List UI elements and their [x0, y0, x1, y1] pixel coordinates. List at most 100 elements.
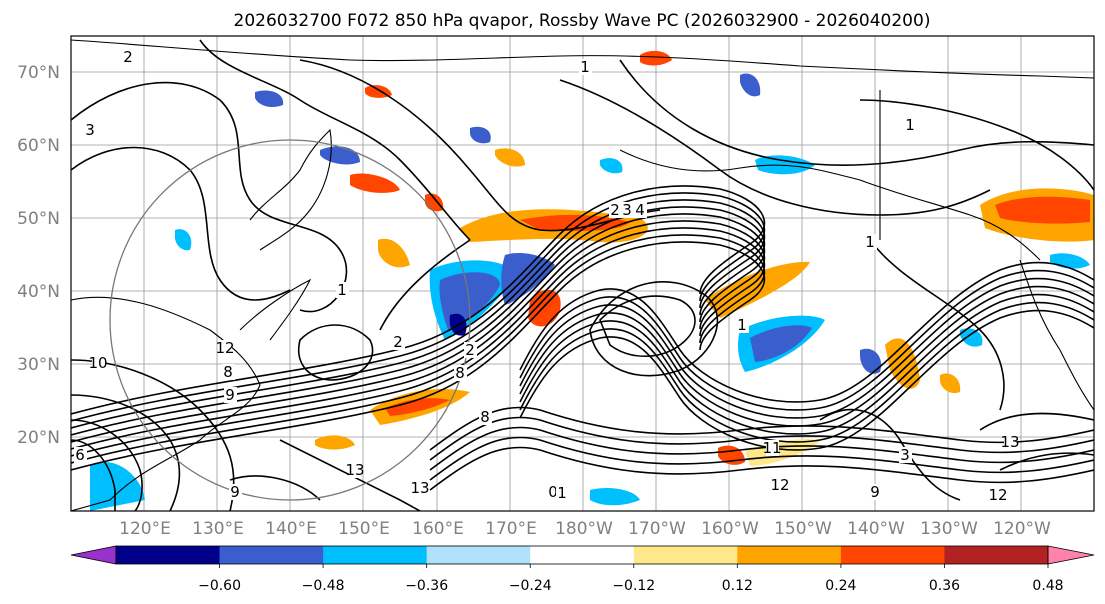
contour-line — [71, 241, 766, 471]
colorbar-tick-labels: −0.60 −0.48 −0.36 −0.24 −0.12 0.12 0.24 0.36 0.4… — [198, 564, 1064, 594]
colorbar-bin — [426, 546, 531, 564]
contour-label: 1 — [557, 484, 567, 502]
positive-anomaly — [640, 50, 672, 66]
coastlines — [71, 39, 1094, 511]
contour-line — [599, 295, 696, 357]
contour-line — [859, 99, 1094, 191]
contour-line — [429, 406, 1094, 451]
positive-anomaly — [885, 338, 920, 389]
contour-label: 12 — [988, 486, 1007, 504]
contour-line — [298, 324, 374, 381]
lon-tick-label: 150°W — [774, 519, 832, 539]
contour-line — [429, 426, 1094, 471]
contour-label: 8 — [455, 364, 465, 382]
contour-label: 3 — [622, 201, 632, 219]
contour-line — [979, 412, 1094, 431]
contour-label: 2 — [465, 341, 475, 359]
positive-anomaly — [350, 173, 400, 193]
contour-line — [71, 419, 143, 511]
contour-line — [71, 146, 291, 301]
positive-anomaly — [995, 196, 1090, 224]
negative-anomaly — [590, 488, 640, 506]
contour-line — [71, 192, 766, 422]
colorbar-extend-high — [1047, 545, 1095, 565]
contour-label: 8 — [480, 408, 490, 426]
contour-line — [379, 239, 471, 331]
contour-label-bg — [736, 317, 749, 333]
contour-label-bg — [229, 484, 242, 500]
contour-label-bg — [336, 282, 349, 298]
contour-label-bg — [224, 387, 237, 403]
contour-label-bg — [579, 59, 592, 75]
colorbar-bin — [737, 546, 842, 564]
positive-anomaly — [315, 435, 355, 450]
contour-line — [519, 293, 1094, 435]
negative-anomaly — [600, 158, 623, 174]
contour-label: 10 — [88, 354, 107, 372]
contour-line — [71, 199, 766, 429]
contour-label: 9 — [225, 386, 235, 404]
contour-label-bg — [904, 117, 917, 133]
contour-label-bg — [464, 342, 477, 358]
contour-label: 2 — [610, 201, 620, 219]
contour-label: 3 — [900, 446, 910, 464]
colorbar-tick-label: 0.48 — [1032, 578, 1063, 594]
lat-tick-label: 20°N — [17, 428, 60, 448]
negative-anomaly — [174, 229, 192, 251]
contour-line — [519, 285, 1094, 427]
positive-anomaly — [705, 261, 810, 318]
contour-label-bg — [634, 202, 647, 218]
contour-label: 9 — [870, 483, 880, 501]
contour-label-bg — [392, 334, 405, 350]
colorbar-tick-label: 0.24 — [825, 578, 856, 594]
contour-line — [71, 227, 766, 457]
lon-tick-label: 130°W — [920, 519, 978, 539]
contour-line — [71, 394, 181, 511]
contour-label-bg — [609, 202, 622, 218]
contour-line — [559, 79, 991, 216]
contour-label-bg — [479, 409, 492, 425]
contour-line — [71, 206, 766, 436]
contour-label: 0 — [548, 483, 558, 501]
contour-line — [279, 439, 421, 511]
contour-label: 1 — [580, 58, 590, 76]
contour-line — [71, 213, 766, 443]
longitude-labels: 120°E 130°E 140°E 150°E 160°E 170°E 180°W 170°W… — [119, 519, 1051, 539]
contour-line — [589, 281, 719, 377]
contour-label-bg — [454, 365, 467, 381]
contour-label: 2 — [393, 333, 403, 351]
negative-anomaly — [750, 325, 812, 362]
contour-label: 6 — [75, 446, 85, 464]
contour-label-bg — [869, 484, 882, 500]
contour-line — [71, 359, 235, 511]
lon-tick-label: 130°E — [192, 519, 244, 539]
map-frame — [70, 35, 1095, 512]
contour-label: 13 — [410, 479, 429, 497]
contour-label: 1 — [337, 281, 347, 299]
negative-anomaly — [740, 73, 761, 97]
positive-anomaly — [495, 148, 525, 167]
contour-label: 2 — [123, 48, 133, 66]
contour-line — [71, 185, 766, 415]
positive-anomaly — [520, 214, 630, 232]
wave-path — [109, 139, 471, 501]
contour-label: 1 — [737, 316, 747, 334]
contour-line — [299, 59, 661, 232]
colorbar-bin — [219, 546, 324, 564]
lat-tick-label: 70°N — [17, 63, 60, 83]
contour-label: 12 — [770, 476, 789, 494]
contour-line — [519, 277, 1094, 419]
contour-label-bg — [92, 355, 105, 371]
contour-label: 11 — [762, 439, 781, 457]
negative-anomaly — [860, 348, 882, 374]
colorbar-tick-label: 0.36 — [929, 578, 960, 594]
lon-tick-label: 120°W — [993, 519, 1051, 539]
contour-label: 4 — [635, 201, 645, 219]
lat-tick-label: 50°N — [17, 209, 60, 229]
lat-tick-label: 60°N — [17, 136, 60, 156]
contour-label: 1 — [865, 233, 875, 251]
colorbar-bin — [530, 546, 635, 564]
contour-lines — [71, 39, 1094, 511]
contour-line — [429, 416, 1094, 461]
